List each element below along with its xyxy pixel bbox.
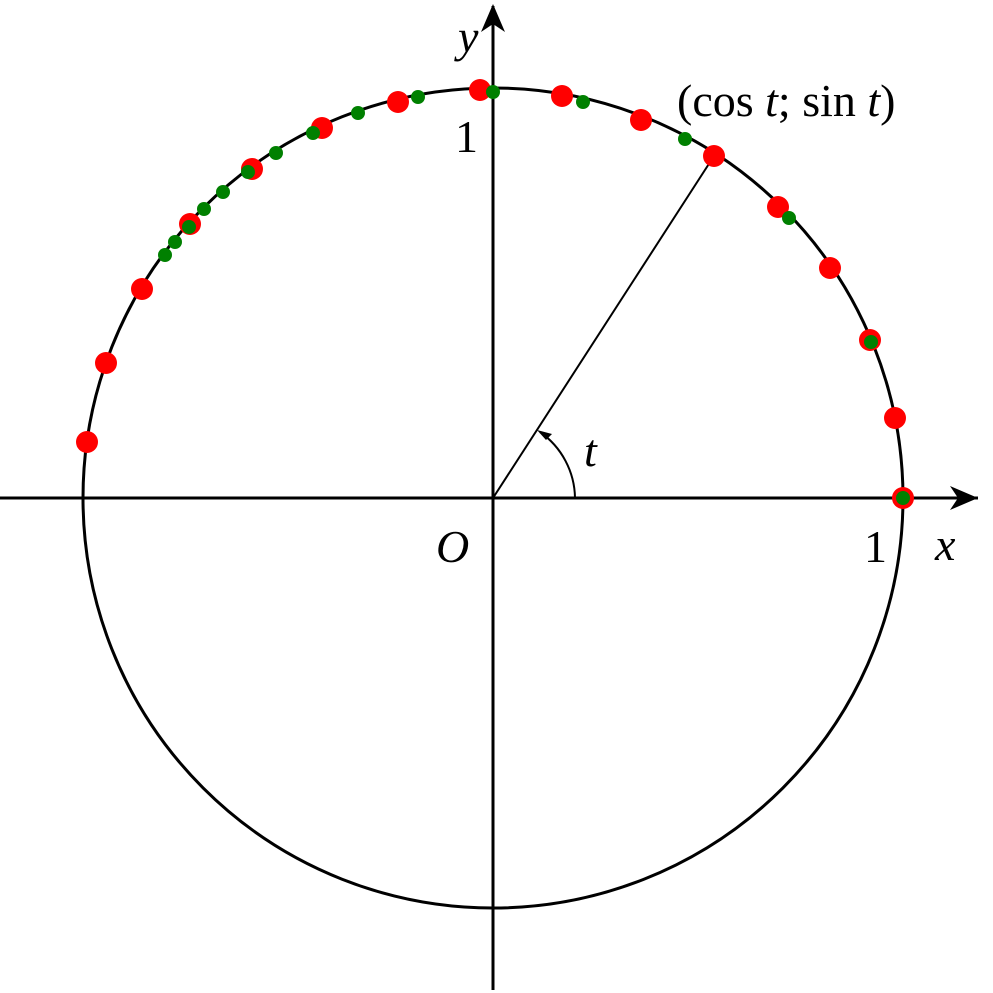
green-point bbox=[158, 248, 172, 262]
green-point bbox=[782, 211, 796, 225]
green-point bbox=[197, 202, 211, 216]
red-point bbox=[767, 196, 789, 218]
y-axis-label: y bbox=[454, 11, 479, 62]
red-point bbox=[95, 352, 117, 374]
point-label-part: ; sin bbox=[778, 75, 867, 126]
green-point bbox=[576, 95, 590, 109]
green-point bbox=[411, 90, 425, 104]
green-point bbox=[182, 220, 196, 234]
green-point bbox=[269, 146, 283, 160]
green-point bbox=[486, 85, 500, 99]
point-label-part: (cos bbox=[677, 75, 765, 126]
red-point bbox=[76, 431, 98, 453]
point-label-part: t bbox=[765, 75, 779, 126]
red-point bbox=[884, 407, 906, 429]
green-point bbox=[306, 126, 320, 140]
points bbox=[76, 79, 914, 509]
green-point bbox=[168, 235, 182, 249]
angle-arc bbox=[539, 431, 576, 499]
point-label: (cos t; sin t) bbox=[677, 75, 896, 126]
angle-label: t bbox=[584, 425, 598, 476]
red-point bbox=[703, 145, 725, 167]
origin-label: O bbox=[436, 521, 469, 572]
green-point bbox=[678, 132, 692, 146]
red-point bbox=[819, 257, 841, 279]
red-point bbox=[469, 79, 491, 101]
x-unit-label: 1 bbox=[864, 521, 887, 572]
green-point bbox=[864, 335, 878, 349]
point-label-part: t bbox=[867, 75, 881, 126]
x-axis-label: x bbox=[934, 519, 956, 570]
point-label-part: ) bbox=[880, 75, 895, 126]
green-point bbox=[351, 106, 365, 120]
x-arrowhead bbox=[950, 486, 978, 510]
y-arrowhead bbox=[481, 4, 505, 32]
y-unit-label: 1 bbox=[455, 111, 478, 162]
red-point bbox=[630, 109, 652, 131]
red-point bbox=[551, 85, 573, 107]
green-point bbox=[241, 165, 255, 179]
red-point bbox=[387, 91, 409, 113]
red-point bbox=[131, 278, 153, 300]
green-point bbox=[216, 185, 230, 199]
radius bbox=[492, 155, 715, 499]
angle-arrowhead bbox=[537, 430, 552, 440]
green-point bbox=[896, 491, 910, 505]
